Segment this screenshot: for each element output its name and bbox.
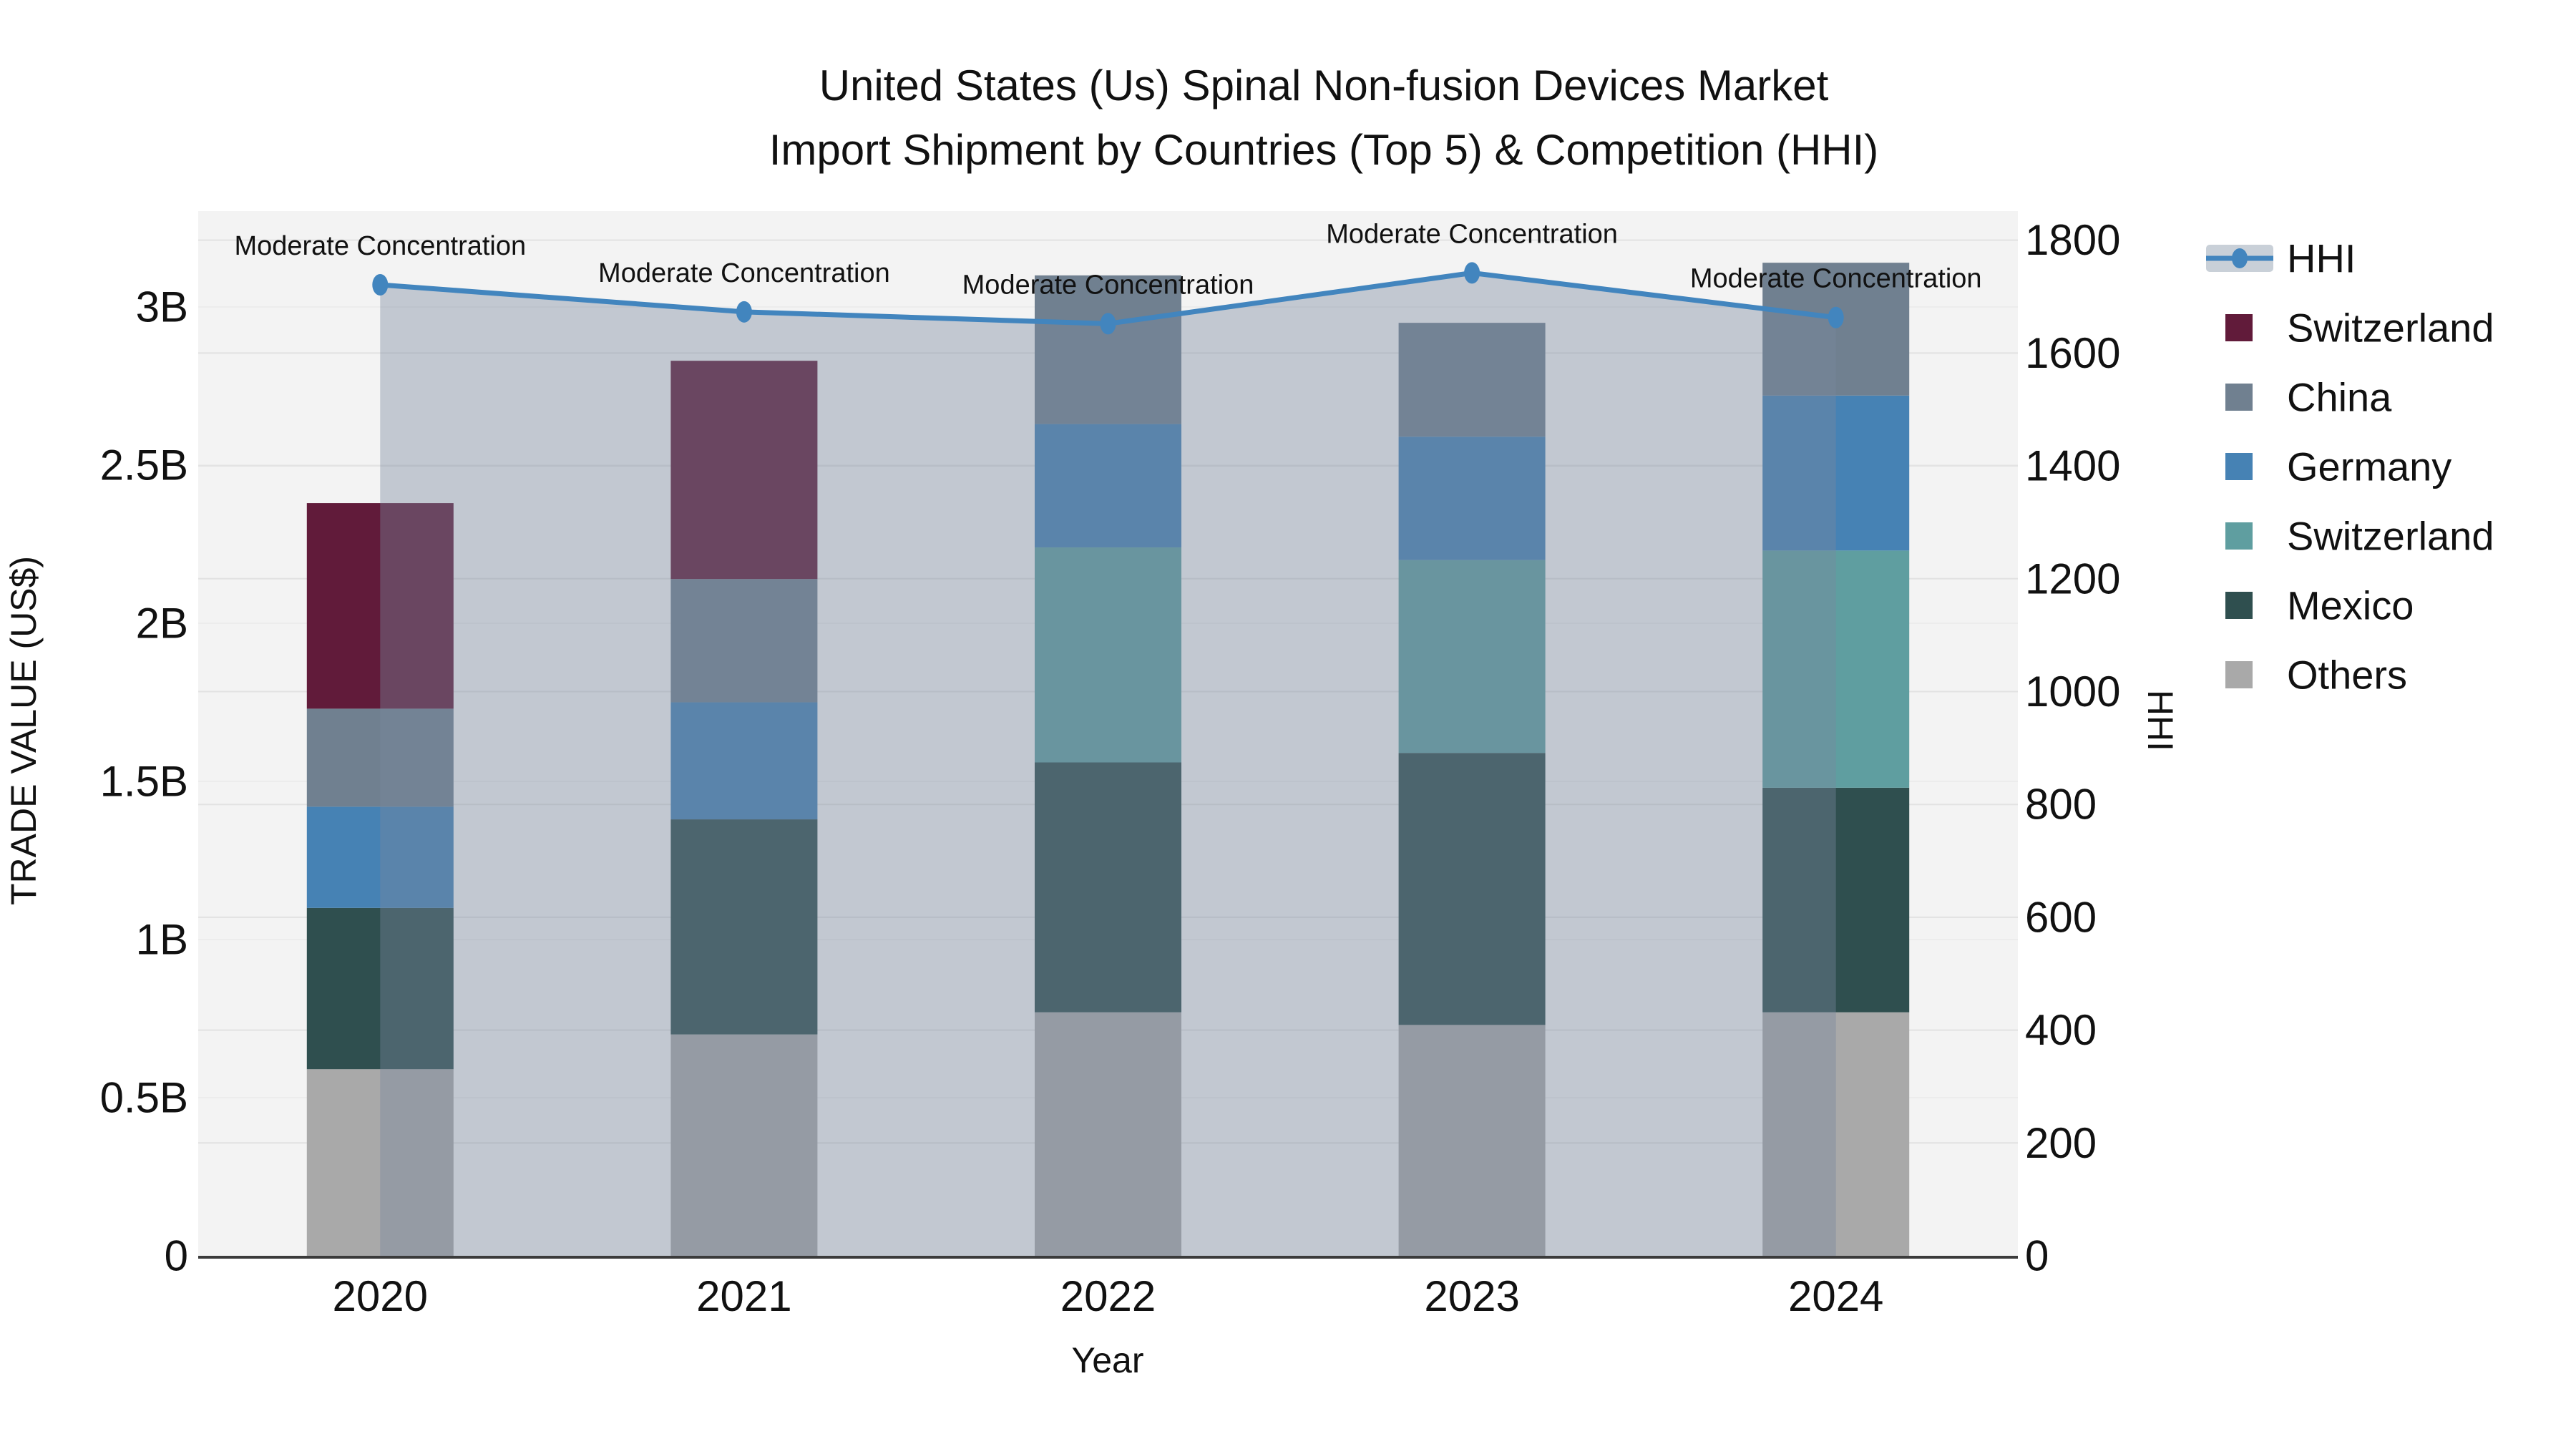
legend-item-germany-3[interactable]: Germany: [2225, 444, 2451, 489]
bar-segment-2023-mexico: [1398, 753, 1546, 1025]
bar-segment-2020-switzerland: [306, 503, 454, 709]
bar-segment-2020-mexico: [306, 907, 454, 1070]
legend: HHI Switzerland China Germany Switzerland Mex…: [2206, 236, 2494, 698]
legend-item-china-2[interactable]: China: [2225, 375, 2392, 420]
annotations-layer: Moderate Concentration Moderate Concentra…: [234, 219, 1981, 300]
y-tick-right-1800: 1800: [2025, 216, 2120, 264]
hhi-marker-2022: [1100, 313, 1116, 335]
legend-hhi-marker: [2232, 248, 2248, 268]
x-tick-2022: 2022: [1060, 1272, 1156, 1320]
bar-segment-2022-germany: [1035, 424, 1181, 547]
y-axis-left-title: TRADE VALUE (US$): [4, 556, 44, 905]
bar-segment-2024-mexico: [1762, 787, 1910, 1013]
legend-label: Germany: [2287, 444, 2451, 489]
hhi-marker-2023: [1464, 262, 1480, 284]
legend-swatch: [2225, 314, 2253, 341]
x-tick-2024: 2024: [1788, 1272, 1883, 1320]
bar-segment-2022-china: [1035, 275, 1181, 424]
legend-label: China: [2287, 375, 2392, 420]
y-tick-left-2.5B: 2.5B: [100, 441, 188, 489]
bar-segment-2023-china: [1398, 323, 1546, 437]
legend-item-switzerland-4[interactable]: Switzerland: [2225, 514, 2494, 559]
x-tick-2023: 2023: [1424, 1272, 1519, 1320]
legend-label: Mexico: [2287, 583, 2414, 628]
y-axis-left-ticks: 0 0.5B 1B 1.5B 2B 2.5B 3B: [100, 283, 188, 1280]
legend-item-switzerland-1[interactable]: Switzerland: [2225, 306, 2494, 351]
hhi-marker-2021: [736, 301, 752, 323]
hhi-fill-area: [380, 273, 1836, 1256]
y-tick-right-400: 400: [2025, 1006, 2097, 1054]
y-axis-right-ticks: 0 200 400 600 800 1000 1200 1400 1600 1800: [2025, 216, 2120, 1279]
legend-item-hhi-0[interactable]: HHI: [2206, 236, 2356, 281]
bar-segment-2020-china: [306, 708, 454, 807]
annotation-2024: Moderate Concentration: [1690, 264, 1982, 294]
legend-label: Switzerland: [2287, 514, 2494, 559]
legend-swatch: [2225, 453, 2253, 480]
x-axis-title: Year: [1071, 1340, 1143, 1380]
bar-segment-2024-germany: [1762, 395, 1910, 551]
bar-segment-2021-germany: [670, 702, 818, 820]
annotation-2021: Moderate Concentration: [598, 258, 890, 288]
x-axis-ticks: 2020 2021 2022 2023 2024: [333, 1272, 1884, 1320]
bar-segment-2021-others: [670, 1034, 818, 1256]
legend-swatch: [2225, 384, 2253, 411]
bar-segment-2024-others: [1762, 1012, 1910, 1256]
bar-segment-2020-others: [306, 1069, 454, 1256]
y-tick-right-1200: 1200: [2025, 555, 2120, 602]
y-tick-left-0: 0: [165, 1232, 188, 1280]
legend-label: Others: [2287, 653, 2407, 698]
y-tick-left-1B: 1B: [136, 916, 188, 964]
bar-segment-2024-china: [1762, 263, 1910, 396]
x-tick-2020: 2020: [333, 1272, 428, 1320]
y-tick-right-200: 200: [2025, 1119, 2097, 1167]
y-tick-right-600: 600: [2025, 893, 2097, 941]
bar-segment-2023-germany: [1398, 436, 1546, 560]
legend-item-mexico-5[interactable]: Mexico: [2225, 583, 2414, 628]
y-tick-left-3B: 3B: [136, 283, 188, 331]
bar-segment-2023-others: [1398, 1025, 1546, 1256]
y-axis-right-title: HHI: [2140, 690, 2180, 751]
chart-title-line2: Import Shipment by Countries (Top 5) & C…: [769, 126, 1879, 174]
legend-label: HHI: [2287, 236, 2356, 281]
bar-segment-2023-switzerland: [1398, 560, 1546, 753]
legend-item-others-6[interactable]: Others: [2225, 653, 2407, 698]
y-tick-right-1600: 1600: [2025, 329, 2120, 377]
bar-segment-2021-mexico: [670, 819, 818, 1035]
bar-segment-2024-switzerland: [1762, 550, 1910, 788]
legend-swatch: [2225, 522, 2253, 550]
y-tick-right-1000: 1000: [2025, 668, 2120, 716]
hhi-markers: [372, 262, 1844, 335]
y-tick-left-2B: 2B: [136, 600, 188, 648]
hhi-marker-2020: [372, 273, 389, 296]
annotation-2022: Moderate Concentration: [962, 270, 1254, 300]
chart-title-line1: United States (Us) Spinal Non-fusion Dev…: [819, 62, 1829, 109]
y-tick-right-800: 800: [2025, 781, 2097, 829]
bar-segment-2022-others: [1035, 1012, 1181, 1256]
annotation-2020: Moderate Concentration: [234, 231, 526, 261]
legend-swatch: [2225, 592, 2253, 619]
bar-segment-2020-germany: [306, 806, 454, 908]
y-tick-right-1400: 1400: [2025, 442, 2120, 490]
annotation-2023: Moderate Concentration: [1326, 219, 1618, 249]
bar-segment-2022-switzerland: [1035, 547, 1181, 763]
legend-swatch: [2225, 661, 2253, 688]
bar-segment-2021-switzerland: [670, 361, 818, 580]
stacked-bars: [306, 263, 1910, 1256]
bar-segment-2022-mexico: [1035, 762, 1181, 1013]
x-tick-2021: 2021: [696, 1272, 791, 1320]
y-tick-left-1.5B: 1.5B: [100, 758, 188, 806]
y-tick-right-0: 0: [2025, 1232, 2049, 1280]
y-tick-left-0.5B: 0.5B: [100, 1074, 188, 1122]
bar-segment-2021-china: [670, 579, 818, 703]
legend-label: Switzerland: [2287, 306, 2494, 351]
hhi-marker-2024: [1828, 306, 1844, 328]
